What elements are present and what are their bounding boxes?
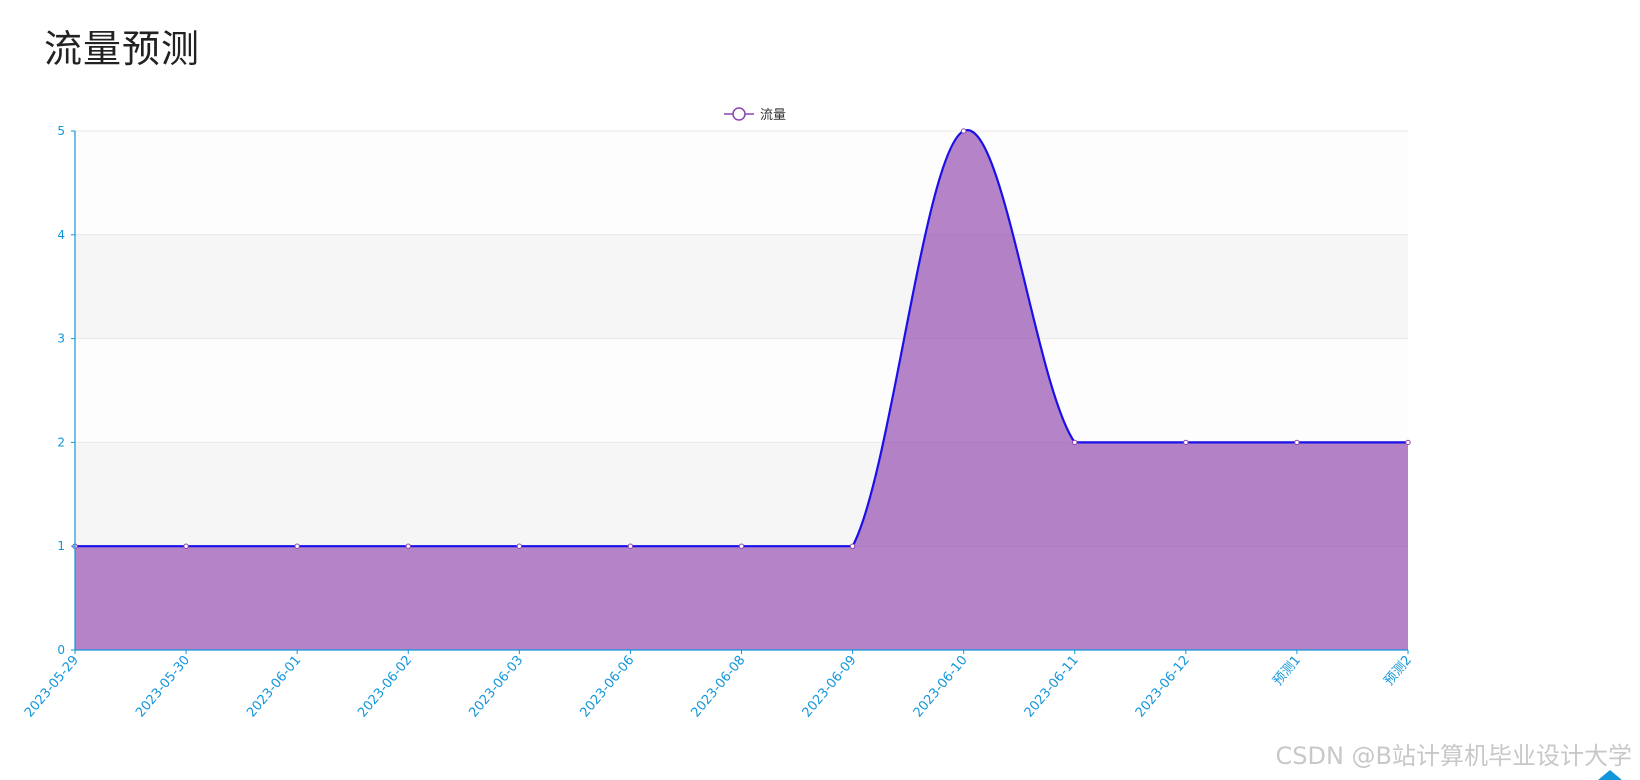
line-layer	[75, 129, 1408, 548]
y-tick-label: 0	[57, 643, 65, 657]
grid-band	[75, 338, 1408, 443]
scroll-top-icon[interactable]	[1598, 770, 1622, 780]
area-layer	[75, 130, 1408, 650]
x-tick-label: 2023-06-12	[1133, 653, 1193, 721]
legend-label: 流量	[760, 108, 787, 123]
legend[interactable]: 流量	[724, 104, 786, 123]
x-tick-label: 2023-05-29	[22, 653, 82, 721]
data-point-3[interactable]	[405, 543, 411, 549]
x-tick-label: 2023-06-11	[1022, 653, 1082, 721]
x-tick-label: 2023-06-09	[800, 653, 860, 721]
x-tick-label: 2023-06-08	[689, 653, 749, 721]
y-tick-label: 3	[57, 332, 65, 346]
data-point-5[interactable]	[627, 543, 634, 549]
x-tick-label: 预测2	[1382, 653, 1416, 689]
marker-layer	[72, 128, 1411, 549]
watermark: CSDN @B站计算机毕业设计大学	[1275, 742, 1632, 770]
data-point-2[interactable]	[294, 543, 300, 549]
data-point-7[interactable]	[849, 543, 856, 549]
y-tick-label: 5	[57, 124, 65, 138]
series-line-流量	[75, 129, 1408, 548]
data-point-11[interactable]	[1294, 439, 1300, 446]
x-tick-label: 2023-05-30	[133, 653, 193, 721]
x-tick-label: 2023-06-06	[577, 653, 637, 721]
x-tick-label: 2023-06-01	[244, 653, 304, 721]
y-tick-label: 1	[57, 539, 65, 553]
data-point-6[interactable]	[738, 543, 745, 549]
data-point-8[interactable]	[960, 128, 967, 134]
data-point-10[interactable]	[1183, 439, 1189, 446]
x-tick-label: 预测1	[1270, 653, 1304, 689]
page-title: 流量预测	[44, 27, 201, 71]
circle-line-icon	[724, 106, 754, 121]
x-tick-label: 2023-06-02	[355, 653, 415, 721]
x-tick-label: 2023-06-10	[911, 653, 971, 721]
y-tick-label: 2	[57, 435, 65, 449]
data-point-12[interactable]	[1405, 439, 1411, 446]
grid-band	[75, 131, 1408, 235]
data-point-4[interactable]	[516, 543, 523, 549]
x-tick-label: 2023-06-03	[466, 653, 526, 721]
grid-band	[75, 234, 1408, 339]
data-point-9[interactable]	[1072, 439, 1078, 446]
series-area-流量	[75, 130, 1408, 650]
data-point-1[interactable]	[183, 543, 189, 549]
y-tick-label: 4	[57, 228, 65, 242]
